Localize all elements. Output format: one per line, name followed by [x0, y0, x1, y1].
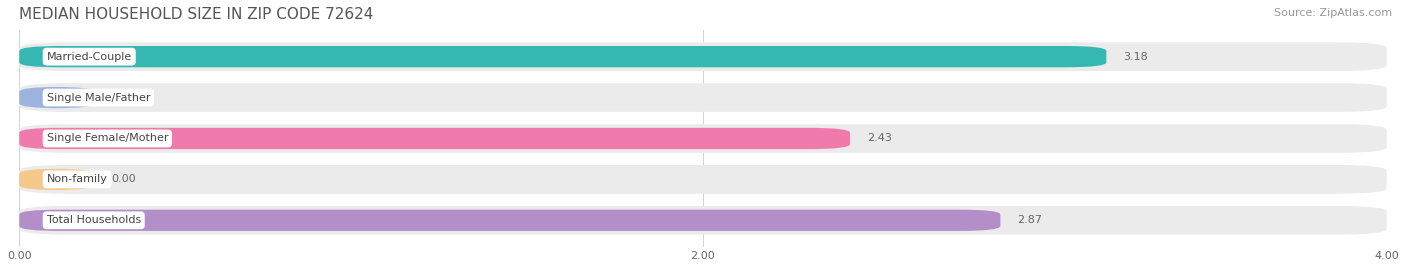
Text: Non-family: Non-family [46, 174, 107, 184]
Text: Source: ZipAtlas.com: Source: ZipAtlas.com [1274, 8, 1392, 18]
FancyBboxPatch shape [20, 87, 94, 108]
Text: 2.87: 2.87 [1018, 215, 1042, 225]
FancyBboxPatch shape [20, 165, 1386, 194]
Text: Total Households: Total Households [46, 215, 141, 225]
Text: 2.43: 2.43 [868, 133, 891, 143]
Text: 3.18: 3.18 [1123, 52, 1149, 62]
FancyBboxPatch shape [20, 42, 1386, 71]
Text: 0.00: 0.00 [111, 174, 136, 184]
Text: Married-Couple: Married-Couple [46, 52, 132, 62]
FancyBboxPatch shape [20, 128, 851, 149]
FancyBboxPatch shape [20, 169, 94, 190]
FancyBboxPatch shape [20, 124, 1386, 153]
FancyBboxPatch shape [20, 46, 1107, 67]
Text: 0.00: 0.00 [111, 92, 136, 103]
FancyBboxPatch shape [20, 210, 1001, 231]
FancyBboxPatch shape [20, 206, 1386, 234]
Text: Single Male/Father: Single Male/Father [46, 92, 150, 103]
Text: Single Female/Mother: Single Female/Mother [46, 133, 169, 143]
Text: MEDIAN HOUSEHOLD SIZE IN ZIP CODE 72624: MEDIAN HOUSEHOLD SIZE IN ZIP CODE 72624 [20, 7, 374, 22]
FancyBboxPatch shape [20, 83, 1386, 112]
